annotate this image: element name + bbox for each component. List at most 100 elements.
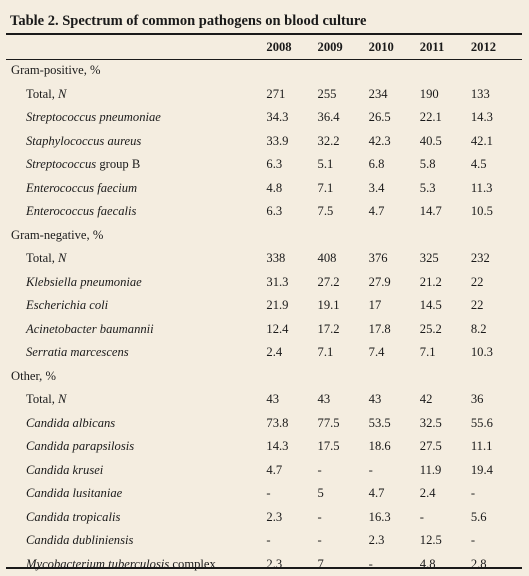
- cell-value: 2.3: [368, 533, 385, 548]
- table-row: Total, N 271 255 234 190 133: [6, 83, 522, 107]
- row-label: Candida dubliniensis: [26, 533, 134, 548]
- section-heading: Gram-positive, %: [11, 63, 101, 78]
- section-row: Gram-negative, %: [6, 224, 522, 248]
- cell-value: 42.1: [470, 133, 493, 148]
- cell-value: 77.5: [317, 415, 340, 430]
- cell-value: 232: [470, 251, 490, 266]
- row-label: Candida lusitaniae: [26, 486, 123, 501]
- cell-value: 11.9: [419, 462, 442, 477]
- cell-value: 42: [419, 392, 433, 407]
- cell-value: 27.2: [317, 274, 340, 289]
- cell-value: 2.4: [266, 345, 283, 360]
- cell-value: 53.5: [368, 415, 391, 430]
- cell-value: 3.4: [368, 180, 385, 195]
- row-label: Total, N: [6, 83, 266, 107]
- cell-value: 2.4: [419, 486, 436, 501]
- cell-value: -: [317, 462, 322, 477]
- cell-value: 255: [317, 86, 337, 101]
- table-row: Total, N 43 43 43 42 36: [6, 388, 522, 412]
- table-title: Table 2. Spectrum of common pathogens on…: [10, 13, 367, 29]
- cell-value: 190: [419, 86, 439, 101]
- year-header: 2008: [266, 39, 292, 54]
- cell-value: 11.3: [470, 180, 493, 195]
- cell-value: 43: [368, 392, 382, 407]
- table-row: Candida krusei 4.7 - - 11.9 19.4: [6, 459, 522, 483]
- cell-value: 17.5: [317, 439, 340, 454]
- cell-value: 21.2: [419, 274, 442, 289]
- table-row: Acinetobacter baumannii 12.4 17.2 17.8 25.2 8…: [6, 318, 522, 342]
- cell-value: 5: [317, 486, 324, 501]
- cell-value: 22: [470, 274, 484, 289]
- table-row: Streptococcus pneumoniae 34.3 36.4 26.5 22.1…: [6, 106, 522, 130]
- cell-value: 7.1: [419, 345, 436, 360]
- cell-value: 14.5: [419, 298, 442, 313]
- cell-value: 10.5: [470, 204, 493, 219]
- cell-value: 14.3: [470, 110, 493, 125]
- cell-value: 42.3: [368, 133, 391, 148]
- section-row: Other, %: [6, 365, 522, 389]
- cell-value: 2.3: [266, 556, 283, 571]
- cell-value: -: [470, 533, 476, 548]
- section-heading: Gram-negative, %: [11, 227, 104, 242]
- cell-value: 7: [317, 556, 324, 571]
- cell-value: -: [419, 509, 424, 524]
- cell-value: 27.9: [368, 274, 391, 289]
- cell-value: 32.5: [419, 415, 442, 430]
- cell-value: 6.3: [266, 157, 283, 172]
- table-body: Gram-positive, % Total, N 271 255 234 190 133 S…: [6, 59, 522, 576]
- table-row: Candida tropicalis 2.3 - 16.3 - 5.6: [6, 506, 522, 530]
- row-label: Candida tropicalis: [26, 509, 121, 524]
- row-label: Candida parapsilosis: [26, 439, 135, 454]
- cell-value: 408: [317, 251, 337, 266]
- cell-value: 17.2: [317, 321, 340, 336]
- row-label: Mycobacterium tuberculosis complex: [6, 553, 266, 576]
- cell-value: 36: [470, 392, 484, 407]
- row-label: Staphylococcus aureus: [26, 133, 142, 148]
- cell-value: 4.7: [266, 462, 283, 477]
- cell-value: -: [266, 486, 271, 501]
- cell-value: 43: [317, 392, 331, 407]
- table-row: Serratia marcescens 2.4 7.1 7.4 7.1 10.3: [6, 341, 522, 365]
- cell-value: 11.1: [470, 439, 493, 454]
- cell-value: 17: [368, 298, 382, 313]
- table-row: Candida lusitaniae - 5 4.7 2.4 -: [6, 482, 522, 506]
- cell-value: 325: [419, 251, 439, 266]
- header-row: 2008 2009 2010 2011 2012: [6, 35, 522, 59]
- row-label: Total, N: [6, 247, 266, 271]
- cell-value: 10.3: [470, 345, 493, 360]
- year-header: 2010: [368, 39, 394, 54]
- cell-value: 33.9: [266, 133, 289, 148]
- cell-value: 31.3: [266, 274, 289, 289]
- header-blank: [6, 35, 266, 59]
- cell-value: 4.7: [368, 204, 385, 219]
- cell-value: 7.1: [317, 180, 334, 195]
- cell-value: 22.1: [419, 110, 442, 125]
- cell-value: 27.5: [419, 439, 442, 454]
- cell-value: -: [317, 509, 322, 524]
- cell-value: 14.7: [419, 204, 442, 219]
- row-label-suffix: group B: [96, 157, 141, 172]
- row-label: Streptococcus group B: [6, 153, 266, 177]
- cell-value: 14.3: [266, 439, 289, 454]
- cell-value: 4.5: [470, 157, 487, 172]
- cell-value: 26.5: [368, 110, 391, 125]
- cell-value: 21.9: [266, 298, 289, 313]
- section-row: Gram-positive, %: [6, 59, 522, 83]
- table-row: Candida dubliniensis - - 2.3 12.5 -: [6, 529, 522, 553]
- cell-value: 4.8: [266, 180, 283, 195]
- cell-value: 4.8: [419, 556, 436, 571]
- cell-value: 22: [470, 298, 484, 313]
- top-rule: [6, 33, 522, 35]
- table-row: Streptococcus group B 6.3 5.1 6.8 5.8 4.5: [6, 153, 522, 177]
- cell-value: 18.6: [368, 439, 391, 454]
- cell-value: 2.3: [266, 509, 283, 524]
- table-row: Candida albicans 73.8 77.5 53.5 32.5 55.6: [6, 412, 522, 436]
- header-rule: [6, 59, 522, 60]
- table-row: Total, N 338 408 376 325 232: [6, 247, 522, 271]
- cell-value: 55.6: [470, 415, 493, 430]
- year-header: 2009: [317, 39, 343, 54]
- cell-value: -: [470, 486, 476, 501]
- cell-value: 7.4: [368, 345, 385, 360]
- row-label: Enterococcus faecalis: [26, 204, 137, 219]
- cell-value: 5.3: [419, 180, 436, 195]
